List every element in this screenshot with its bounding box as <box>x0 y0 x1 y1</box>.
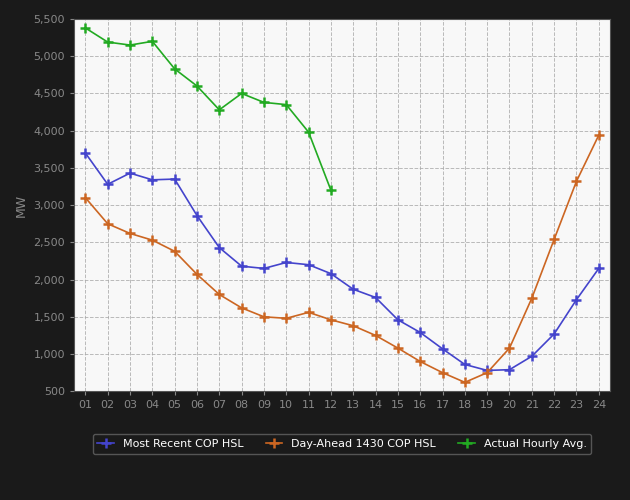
Actual Hourly Avg. <box>305 129 312 135</box>
Line: Most Recent COP HSL: Most Recent COP HSL <box>81 148 604 376</box>
Actual Hourly Avg. <box>238 90 246 96</box>
Day-Ahead 1430 COP HSL <box>215 292 223 298</box>
Most Recent COP HSL <box>372 294 379 300</box>
Actual Hourly Avg. <box>282 102 290 107</box>
Day-Ahead 1430 COP HSL <box>327 317 335 323</box>
Most Recent COP HSL <box>282 260 290 266</box>
Actual Hourly Avg. <box>126 42 134 48</box>
Day-Ahead 1430 COP HSL <box>595 132 602 138</box>
Day-Ahead 1430 COP HSL <box>238 305 246 311</box>
Most Recent COP HSL <box>149 177 156 183</box>
Day-Ahead 1430 COP HSL <box>394 345 402 351</box>
Day-Ahead 1430 COP HSL <box>573 178 580 184</box>
Most Recent COP HSL <box>305 262 312 268</box>
Day-Ahead 1430 COP HSL <box>305 310 312 316</box>
Actual Hourly Avg. <box>327 187 335 193</box>
Actual Hourly Avg. <box>215 107 223 113</box>
Line: Day-Ahead 1430 COP HSL: Day-Ahead 1430 COP HSL <box>81 130 604 387</box>
Day-Ahead 1430 COP HSL <box>506 345 513 351</box>
Day-Ahead 1430 COP HSL <box>82 194 89 200</box>
Most Recent COP HSL <box>171 176 178 182</box>
Day-Ahead 1430 COP HSL <box>416 358 424 364</box>
Day-Ahead 1430 COP HSL <box>438 370 446 376</box>
Most Recent COP HSL <box>528 354 536 360</box>
Day-Ahead 1430 COP HSL <box>126 230 134 236</box>
Day-Ahead 1430 COP HSL <box>528 295 536 301</box>
Most Recent COP HSL <box>461 362 469 368</box>
Most Recent COP HSL <box>327 270 335 276</box>
Most Recent COP HSL <box>260 266 268 272</box>
Y-axis label: MW: MW <box>15 194 28 216</box>
Most Recent COP HSL <box>438 346 446 352</box>
Most Recent COP HSL <box>506 366 513 372</box>
Legend: Most Recent COP HSL, Day-Ahead 1430 COP HSL, Actual Hourly Avg.: Most Recent COP HSL, Day-Ahead 1430 COP … <box>93 434 592 454</box>
Actual Hourly Avg. <box>260 100 268 105</box>
Actual Hourly Avg. <box>149 38 156 44</box>
Most Recent COP HSL <box>82 150 89 156</box>
Day-Ahead 1430 COP HSL <box>104 221 112 227</box>
Day-Ahead 1430 COP HSL <box>551 236 558 242</box>
Day-Ahead 1430 COP HSL <box>461 380 469 386</box>
Most Recent COP HSL <box>595 266 602 272</box>
Most Recent COP HSL <box>573 296 580 302</box>
Day-Ahead 1430 COP HSL <box>193 272 201 278</box>
Most Recent COP HSL <box>551 331 558 337</box>
Most Recent COP HSL <box>350 286 357 292</box>
Most Recent COP HSL <box>416 330 424 336</box>
Day-Ahead 1430 COP HSL <box>282 316 290 322</box>
Line: Actual Hourly Avg.: Actual Hourly Avg. <box>81 23 336 195</box>
Actual Hourly Avg. <box>193 83 201 89</box>
Day-Ahead 1430 COP HSL <box>149 237 156 243</box>
Most Recent COP HSL <box>126 170 134 176</box>
Actual Hourly Avg. <box>171 66 178 72</box>
Most Recent COP HSL <box>483 368 491 374</box>
Most Recent COP HSL <box>238 263 246 269</box>
Most Recent COP HSL <box>215 244 223 250</box>
Most Recent COP HSL <box>394 317 402 323</box>
Actual Hourly Avg. <box>82 25 89 31</box>
Day-Ahead 1430 COP HSL <box>260 314 268 320</box>
Day-Ahead 1430 COP HSL <box>171 248 178 254</box>
Day-Ahead 1430 COP HSL <box>350 323 357 329</box>
Most Recent COP HSL <box>104 182 112 188</box>
Actual Hourly Avg. <box>104 39 112 45</box>
Day-Ahead 1430 COP HSL <box>483 370 491 376</box>
Day-Ahead 1430 COP HSL <box>372 332 379 338</box>
Most Recent COP HSL <box>193 212 201 218</box>
